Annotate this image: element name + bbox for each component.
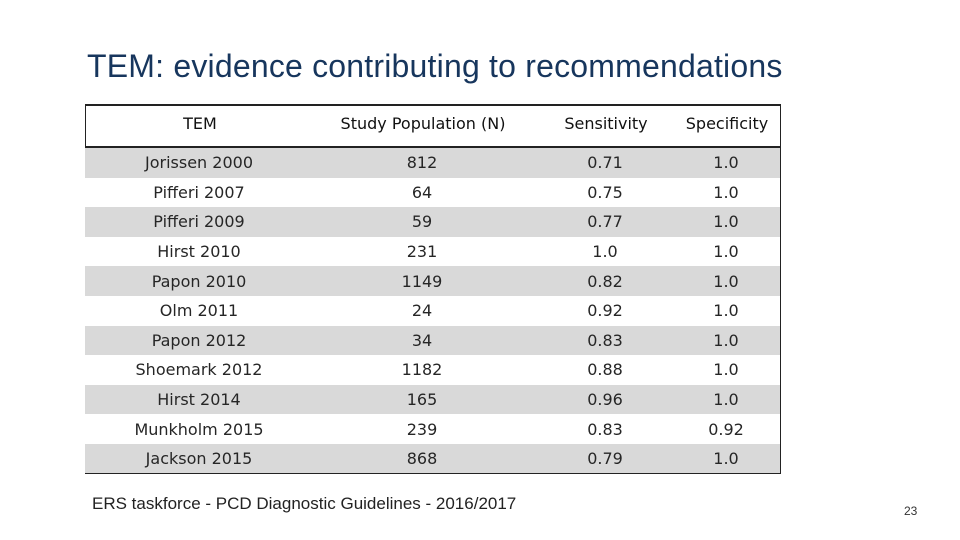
cell-sensitivity: 0.82: [587, 271, 623, 291]
evidence-table: TEM Study Population (N) Sensitivity Spe…: [85, 104, 781, 474]
cell-sensitivity: 0.96: [587, 390, 623, 410]
header-specificity: Specificity: [685, 113, 769, 133]
cell-population: 165: [406, 390, 438, 410]
cell-tem: Jackson 2015: [145, 448, 253, 468]
cell-specificity: 1.0: [713, 182, 739, 202]
cell-specificity: 1.0: [713, 448, 739, 468]
cell-tem: Olm 2011: [159, 301, 239, 321]
cell-specificity: 1.0: [713, 242, 739, 262]
table-row: Olm 2011 24 0.92 1.0: [85, 296, 780, 326]
table-row: Jackson 2015 868 0.79 1.0: [85, 443, 780, 474]
cell-tem: Hirst 2014: [157, 390, 241, 410]
table-row: Pifferi 2009 59 0.77 1.0: [85, 207, 780, 237]
table-row: Pifferi 2007 64 0.75 1.0: [85, 178, 780, 208]
cell-population: 1182: [401, 360, 443, 380]
table-header-row: TEM Study Population (N) Sensitivity Spe…: [85, 104, 780, 148]
cell-tem: Shoemark 2012: [135, 360, 263, 380]
cell-tem: Pifferi 2009: [153, 212, 245, 232]
cell-population: 1149: [401, 271, 443, 291]
slide-footer: ERS taskforce - PCD Diagnostic Guideline…: [92, 494, 517, 513]
cell-population: 24: [411, 301, 433, 321]
cell-population: 812: [406, 153, 438, 173]
cell-specificity: 1.0: [713, 153, 739, 173]
cell-specificity: 1.0: [713, 301, 739, 321]
cell-specificity: 0.92: [708, 419, 744, 439]
cell-sensitivity: 0.77: [587, 212, 623, 232]
header-study-population: Study Population (N): [340, 113, 506, 133]
cell-tem: Pifferi 2007: [153, 182, 245, 202]
header-tem: TEM: [183, 113, 217, 133]
cell-population: 34: [411, 330, 433, 350]
table-row: Munkholm 2015 239 0.83 0.92: [85, 414, 780, 444]
table-row: Papon 2012 34 0.83 1.0: [85, 325, 780, 356]
table-row: Papon 2010 1149 0.82 1.0: [85, 266, 780, 296]
table-row: Shoemark 2012 1182 0.88 1.0: [85, 355, 780, 385]
cell-sensitivity: 0.83: [587, 419, 623, 439]
cell-specificity: 1.0: [713, 360, 739, 380]
cell-sensitivity: 0.83: [587, 330, 623, 350]
table-row: Hirst 2010 231 1.0 1.0: [85, 237, 780, 267]
cell-specificity: 1.0: [713, 271, 739, 291]
cell-sensitivity: 0.88: [587, 360, 623, 380]
cell-tem: Jorissen 2000: [145, 153, 253, 173]
cell-sensitivity: 0.79: [587, 448, 623, 468]
cell-tem: Munkholm 2015: [134, 419, 264, 439]
cell-population: 64: [411, 182, 433, 202]
cell-population: 868: [406, 448, 438, 468]
table-row: Hirst 2014 165 0.96 1.0: [85, 384, 780, 415]
cell-population: 239: [406, 419, 438, 439]
cell-sensitivity: 1.0: [592, 242, 618, 262]
cell-tem: Papon 2012: [151, 330, 247, 350]
page-number: 23: [904, 504, 918, 518]
cell-specificity: 1.0: [713, 390, 739, 410]
cell-tem: Hirst 2010: [157, 242, 241, 262]
cell-population: 231: [406, 242, 438, 262]
cell-specificity: 1.0: [713, 212, 739, 232]
cell-sensitivity: 0.75: [587, 182, 623, 202]
cell-tem: Papon 2010: [151, 271, 247, 291]
cell-sensitivity: 0.71: [587, 153, 623, 173]
slide-title: TEM: evidence contributing to recommenda…: [87, 48, 783, 84]
cell-specificity: 1.0: [713, 330, 739, 350]
header-sensitivity: Sensitivity: [564, 113, 648, 133]
cell-sensitivity: 0.92: [587, 301, 623, 321]
table-row: Jorissen 2000 812 0.71 1.0: [85, 148, 780, 178]
cell-population: 59: [411, 212, 433, 232]
